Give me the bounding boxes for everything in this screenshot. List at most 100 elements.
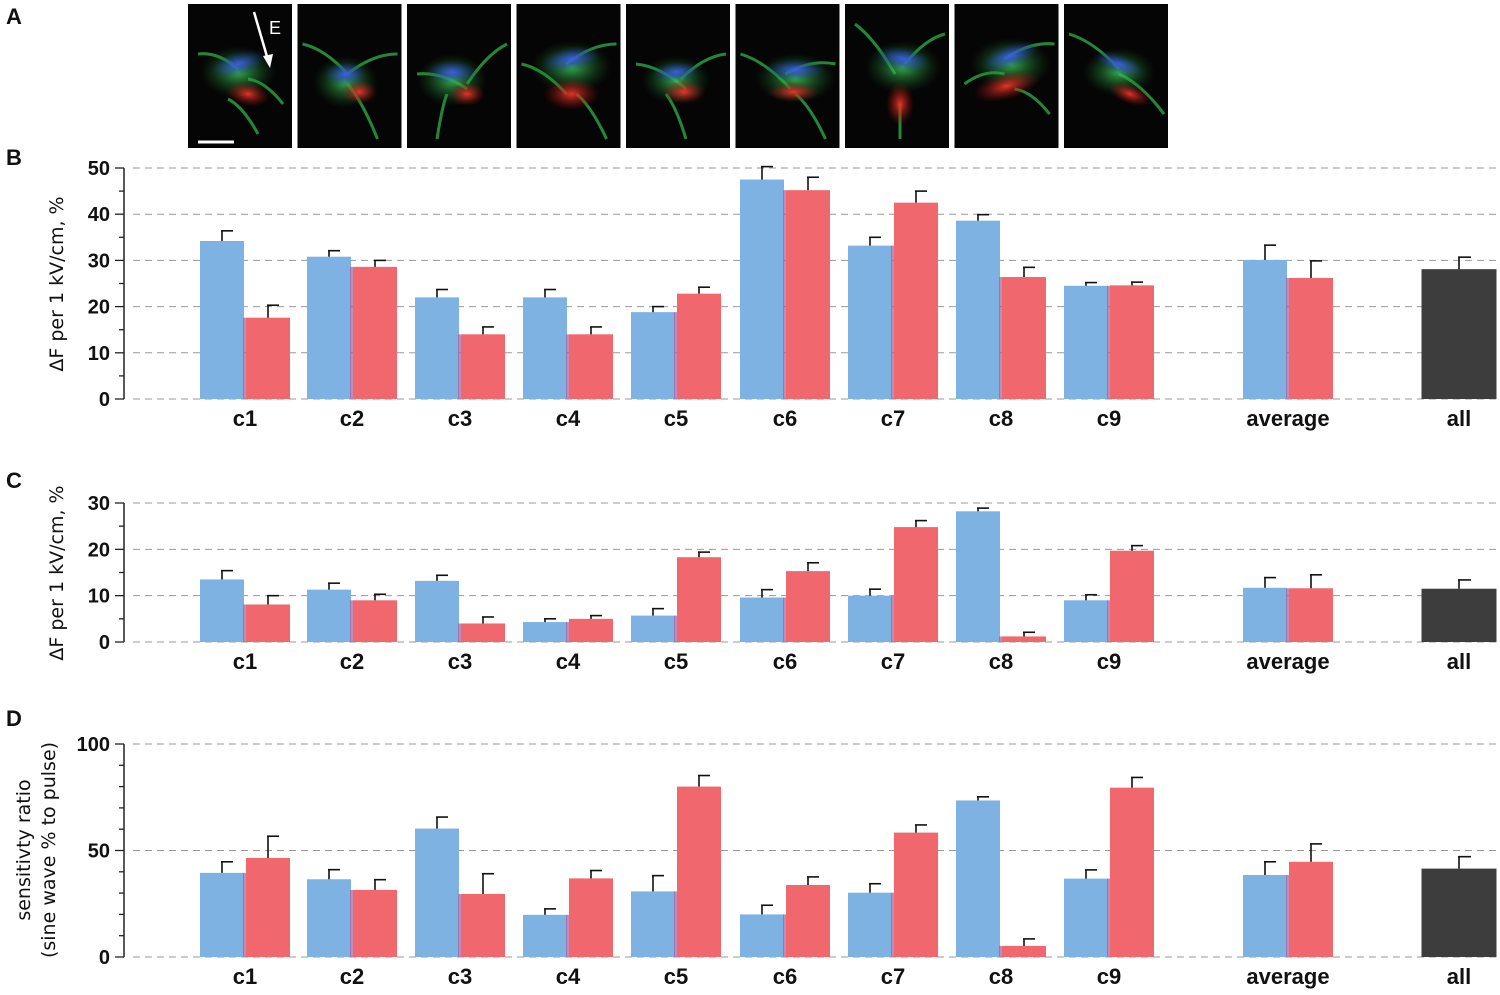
bar-blue <box>1064 600 1108 642</box>
micrograph-image: E <box>188 4 292 148</box>
bar-blue <box>631 891 675 957</box>
bar-red <box>353 266 397 399</box>
category-label: c1 <box>233 406 257 431</box>
bar-all <box>1421 269 1497 399</box>
bar-red <box>569 618 613 642</box>
bar-red <box>353 600 397 642</box>
category-label: all <box>1447 649 1471 674</box>
y-tick-label: 0 <box>99 632 110 654</box>
y-tick-label: 30 <box>88 493 110 515</box>
bar-overlap <box>1107 878 1110 957</box>
chart-panel-d: 0 50 100 sensitivty ratio (sine wave % to pu… <box>13 734 1497 989</box>
bar-blue <box>956 511 1000 642</box>
bar-red <box>1002 945 1046 957</box>
category-label: c2 <box>340 964 364 989</box>
y-tick-label: 20 <box>88 539 110 561</box>
bar-overlap <box>243 872 246 957</box>
bar-overlap <box>674 891 677 957</box>
bar-red <box>461 623 505 642</box>
y-tick-label: 40 <box>88 204 110 226</box>
bar-overlap <box>566 914 569 957</box>
bar-red <box>786 190 830 399</box>
category-label: c1 <box>233 964 257 989</box>
bar-red <box>786 571 830 642</box>
category-label: c8 <box>989 964 1013 989</box>
panel-letter-a: A <box>6 4 22 29</box>
category-label: c5 <box>664 964 688 989</box>
category-label: c9 <box>1097 964 1121 989</box>
bar-blue <box>740 179 784 399</box>
y-tick-label: 20 <box>88 297 110 319</box>
category-label: c9 <box>1097 406 1121 431</box>
bar-red <box>786 885 830 957</box>
micrograph-image <box>297 4 402 148</box>
category-label: average <box>1246 406 1329 431</box>
bar-all <box>1421 868 1497 957</box>
chart-panel-c: 0 10 20 30 ΔF per 1 kV/cm, % c1 c2 c3 c4 c5 c6 c7 c8… <box>46 485 1497 674</box>
bar-overlap <box>458 623 461 642</box>
bar-red <box>461 334 505 399</box>
y-tick-label: 100 <box>77 734 110 756</box>
category-label: average <box>1246 649 1329 674</box>
bar-overlap <box>999 277 1002 399</box>
bar-overlap <box>674 615 677 642</box>
category-label: c3 <box>448 649 472 674</box>
y-tick-label: 0 <box>99 389 110 411</box>
bar-overlap <box>243 317 246 399</box>
y-tick-label: 10 <box>88 586 110 608</box>
bar-red <box>894 832 938 957</box>
bar-red <box>246 604 290 642</box>
panel-letter-b: B <box>6 145 22 170</box>
y-tick-label: 50 <box>88 158 110 180</box>
bar-red <box>1110 787 1154 957</box>
bar-all <box>1421 588 1497 642</box>
category-label: c6 <box>773 406 797 431</box>
y-tick-label: 0 <box>99 947 110 969</box>
bar-blue <box>415 297 459 399</box>
category-label: c8 <box>989 406 1013 431</box>
micrograph-image <box>626 4 730 148</box>
micrograph-image <box>845 4 949 148</box>
y-tick-label: 30 <box>88 250 110 272</box>
bar-blue <box>1243 874 1287 957</box>
bar-overlap <box>1107 285 1110 399</box>
bar-blue <box>848 245 892 399</box>
bar-red <box>246 857 290 957</box>
bar-overlap <box>1286 277 1289 399</box>
bar-blue <box>740 914 784 957</box>
micrograph-image <box>407 4 511 148</box>
category-label: all <box>1447 406 1471 431</box>
bar-blue <box>415 828 459 957</box>
bar-blue <box>307 879 351 957</box>
y-axis-label: sensitivty ratio (sine wave % to pulse) <box>13 742 60 958</box>
bar-blue <box>1243 587 1287 642</box>
bar-overlap <box>350 600 353 642</box>
bar-red <box>677 786 721 957</box>
bar-blue <box>631 312 675 399</box>
bar-overlap <box>999 945 1002 957</box>
bar-red <box>1002 277 1046 399</box>
bar-red <box>569 334 613 399</box>
bar-blue <box>200 579 244 642</box>
panel-letter-c: C <box>6 468 22 493</box>
y-axis-label: ΔF per 1 kV/cm, % <box>46 485 68 660</box>
bar-overlap <box>674 312 677 399</box>
bar-blue <box>307 589 351 642</box>
bar-overlap <box>458 893 461 957</box>
category-label: c6 <box>773 649 797 674</box>
bar-red <box>353 889 397 957</box>
panel-letter-d: D <box>6 706 22 731</box>
category-label: c2 <box>340 649 364 674</box>
bar-blue <box>848 892 892 957</box>
category-label: c4 <box>556 406 581 431</box>
bar-overlap <box>566 622 569 642</box>
bar-overlap <box>1286 588 1289 642</box>
bar-blue <box>740 597 784 642</box>
category-label: c3 <box>448 406 472 431</box>
bar-blue <box>956 220 1000 399</box>
bar-overlap <box>891 245 894 399</box>
bar-red <box>1002 636 1046 642</box>
bar-overlap <box>783 597 786 642</box>
bar-red <box>677 557 721 642</box>
bar-blue <box>415 580 459 642</box>
